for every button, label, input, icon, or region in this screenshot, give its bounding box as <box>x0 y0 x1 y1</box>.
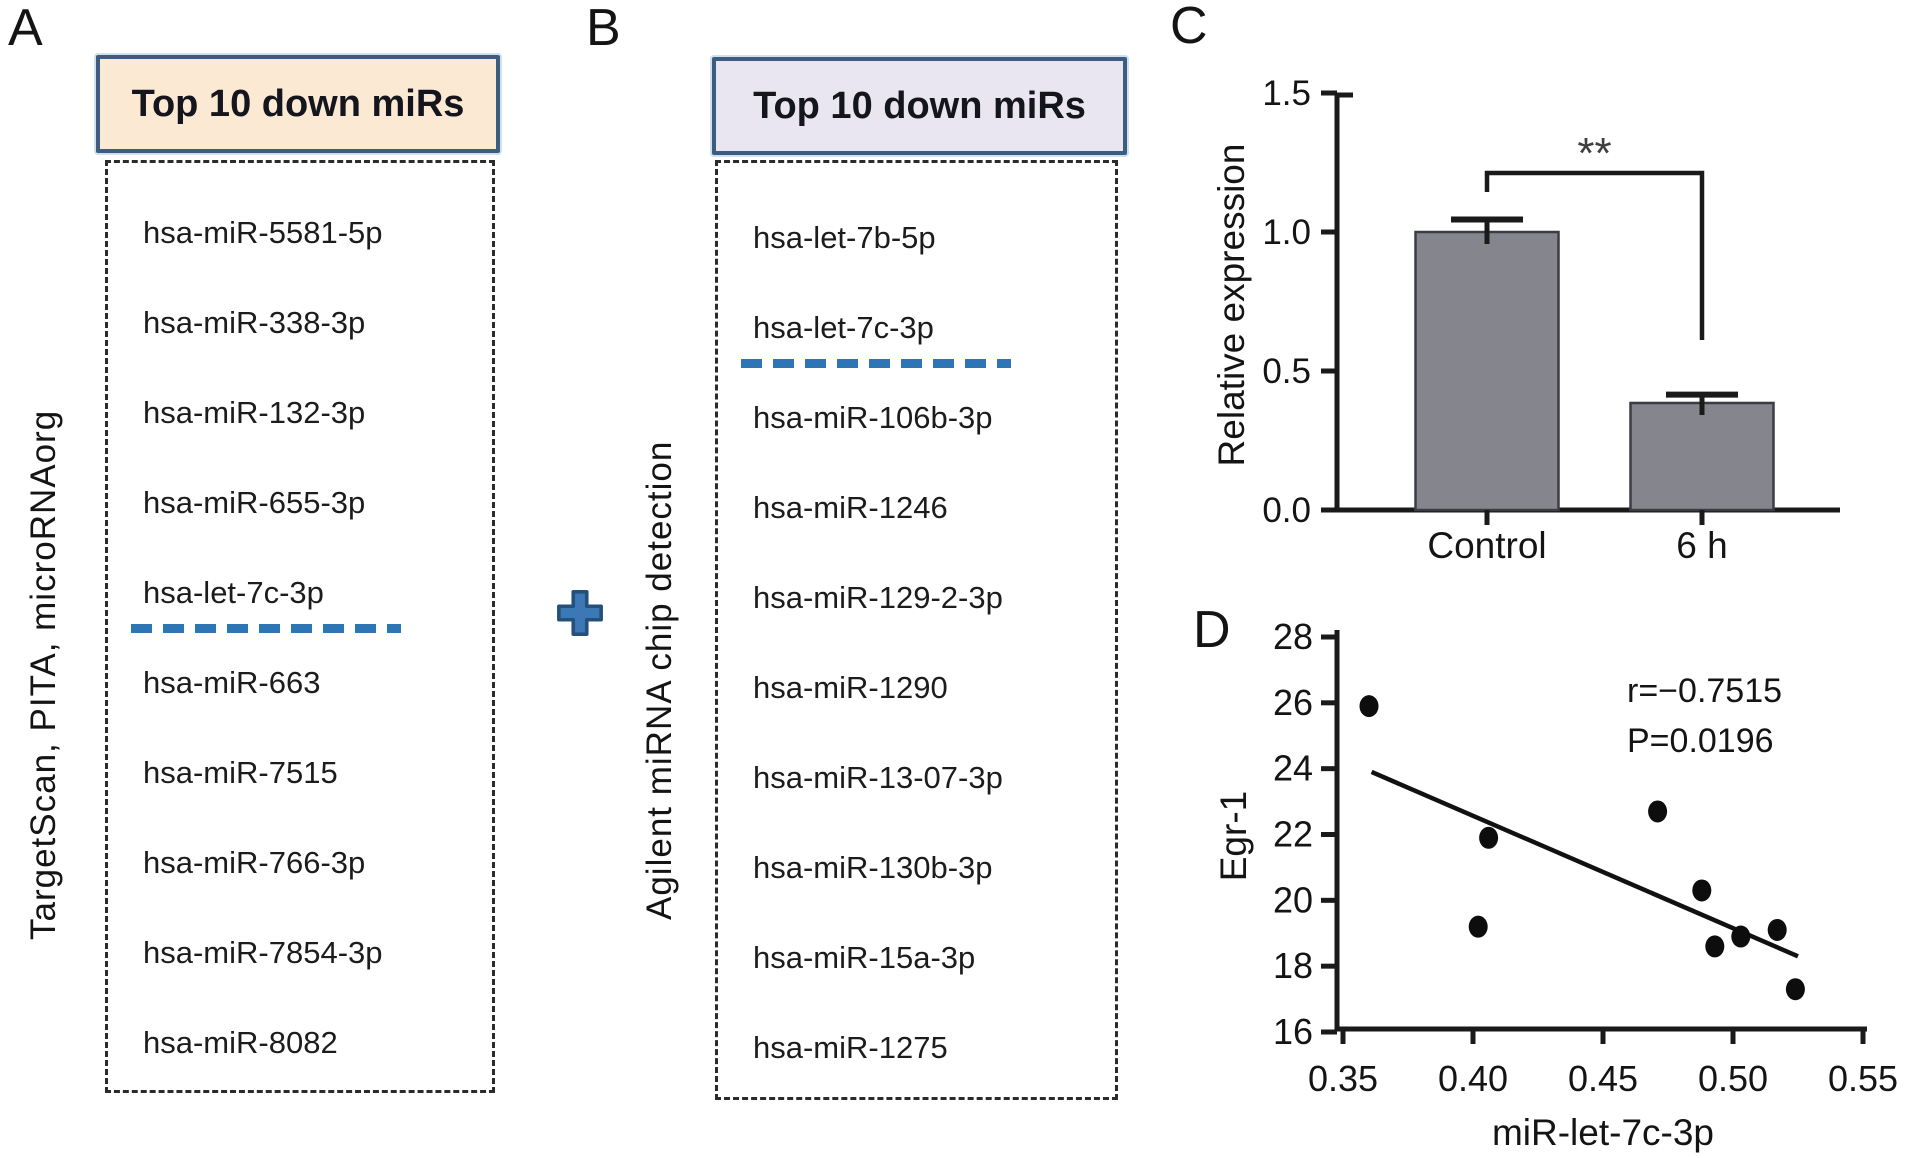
mir-list-item: hsa-miR-5581-5p <box>143 188 492 278</box>
panel-b-list: hsa-let-7b-5p hsa-let-7c-3p hsa-miR-106b… <box>715 160 1118 1100</box>
mir-name: hsa-miR-338-3p <box>143 305 366 340</box>
mir-list-item: hsa-let-7b-5p <box>753 193 1115 283</box>
x-tick-label: 0.55 <box>1828 1058 1898 1099</box>
scatter-point <box>1648 800 1668 823</box>
scatter-point <box>1479 826 1499 849</box>
mir-list-item: hsa-miR-1275 <box>753 1003 1115 1093</box>
mir-name: hsa-miR-13-07-3p <box>753 760 1003 795</box>
mir-name: hsa-miR-132-3p <box>143 395 366 430</box>
mir-list-item: hsa-miR-1246 <box>753 463 1115 553</box>
mir-list-item: hsa-miR-655-3p <box>143 458 492 548</box>
bar-6h <box>1629 401 1775 512</box>
panel-a-letter: A <box>8 0 43 57</box>
y-tick-label: 28 <box>1273 616 1313 657</box>
mir-name: hsa-miR-7854-3p <box>143 935 383 970</box>
mir-name: hsa-miR-7515 <box>143 755 338 790</box>
y-tick-label: 24 <box>1273 748 1313 789</box>
significance-stars: ** <box>1577 129 1611 178</box>
y-tick-label: 16 <box>1273 1011 1313 1052</box>
mir-list-item: hsa-miR-338-3p <box>143 278 492 368</box>
pvalue-annotation: P=0.0196 <box>1627 722 1774 760</box>
scatter-point <box>1359 695 1379 718</box>
mir-list-item: hsa-miR-7854-3p <box>143 908 492 998</box>
y-tick-label: 20 <box>1273 879 1313 920</box>
bar-Control <box>1414 230 1560 512</box>
scatter-point <box>1705 935 1725 958</box>
mir-list-item: hsa-miR-663 <box>143 638 492 728</box>
plus-icon-shape <box>557 590 603 636</box>
panel-a-list: hsa-miR-5581-5p hsa-miR-338-3p hsa-miR-1… <box>105 160 495 1093</box>
y-tick-label: 1.0 <box>1262 213 1311 252</box>
mir-list-item: hsa-miR-129-2-3p <box>753 553 1115 643</box>
mir-list-item: hsa-miR-130b-3p <box>753 823 1115 913</box>
mir-list-item: hsa-miR-15a-3p <box>753 913 1115 1003</box>
significance-bracket <box>1484 170 1705 340</box>
mir-list-item: hsa-miR-13-07-3p <box>753 733 1115 823</box>
x-tick-label: 0.45 <box>1568 1058 1638 1099</box>
axes <box>1334 630 1867 1032</box>
scatter-point <box>1468 915 1488 938</box>
mir-name: hsa-miR-5581-5p <box>143 215 383 250</box>
y-tick-label: 0.5 <box>1262 352 1311 391</box>
y-axis-label: Egr-1 <box>1213 791 1254 881</box>
y-tick-label: 0.0 <box>1262 491 1311 530</box>
mir-name: hsa-miR-1290 <box>753 670 948 705</box>
mir-list-item: hsa-miR-766-3p <box>143 818 492 908</box>
mir-name: hsa-miR-766-3p <box>143 845 366 880</box>
x-axis-label: miR-let-7c-3p <box>1492 1112 1714 1153</box>
mir-list-item: hsa-miR-132-3p <box>143 368 492 458</box>
y-tick-label: 22 <box>1273 813 1313 854</box>
x-tick-label: 0.35 <box>1308 1058 1378 1099</box>
mir-name: hsa-miR-8082 <box>143 1025 338 1060</box>
correlation-annotation: r=−0.7515 <box>1627 672 1782 710</box>
y-tick-label: 18 <box>1273 945 1313 986</box>
mir-name: hsa-miR-1246 <box>753 490 948 525</box>
mir-list-item: hsa-let-7c-3p <box>131 548 492 638</box>
x-tick-label: 0.40 <box>1438 1058 1508 1099</box>
mir-name: hsa-miR-1275 <box>753 1030 948 1065</box>
y-tick-label: 1.5 <box>1262 74 1311 113</box>
scatter-point <box>1767 918 1787 941</box>
y-tick-label: 26 <box>1273 682 1313 723</box>
mir-list-item: hsa-miR-106b-3p <box>753 373 1115 463</box>
mir-name: hsa-let-7c-3p <box>753 310 934 345</box>
panel-c-letter: C <box>1170 0 1208 55</box>
bar-chart-relative-expression: 0.0 0.5 1.0 1.5 Control 6 h ** Relative express… <box>1211 74 1840 566</box>
plus-icon <box>557 590 603 636</box>
panel-a-side-label: TargetScan, PITA, microRNAorg <box>24 409 63 941</box>
regression-line <box>1370 769 1799 959</box>
mir-name: hsa-miR-130b-3p <box>753 850 993 885</box>
panel-d-letter: D <box>1193 601 1231 659</box>
mir-name: hsa-let-7c-3p <box>143 575 324 610</box>
x-category-label: Control <box>1427 525 1546 566</box>
highlight-underline <box>131 624 401 633</box>
highlight-underline <box>741 359 1011 368</box>
scatter-plot-egr1-vs-mir: 16 18 20 22 24 26 28 0.35 0.40 0.45 0.50 0.55 r=−0.7… <box>1213 616 1898 1153</box>
panel-b-letter: B <box>586 0 621 57</box>
mir-list-item: hsa-miR-7515 <box>143 728 492 818</box>
panel-a-title: Top 10 down miRs <box>96 55 500 153</box>
mir-name: hsa-miR-663 <box>143 665 321 700</box>
x-category-label: 6 h <box>1676 525 1727 566</box>
mir-list-item: hsa-miR-8082 <box>143 998 492 1088</box>
mir-list-item: hsa-miR-1290 <box>753 643 1115 733</box>
panel-b-side-label: Agilent miRNA chip detection <box>640 440 679 920</box>
mir-name: hsa-let-7b-5p <box>753 220 936 255</box>
panel-b-title: Top 10 down miRs <box>712 57 1127 155</box>
mir-name: hsa-miR-106b-3p <box>753 400 993 435</box>
mir-name: hsa-miR-129-2-3p <box>753 580 1003 615</box>
mir-list-item: hsa-let-7c-3p <box>741 283 1115 373</box>
x-tick-label: 0.50 <box>1698 1058 1768 1099</box>
scatter-point <box>1731 925 1751 948</box>
scatter-point <box>1785 978 1805 1001</box>
mir-name: hsa-miR-15a-3p <box>753 940 976 975</box>
scatter-point <box>1692 879 1712 902</box>
y-axis-label: Relative expression <box>1211 144 1252 467</box>
mir-name: hsa-miR-655-3p <box>143 485 366 520</box>
